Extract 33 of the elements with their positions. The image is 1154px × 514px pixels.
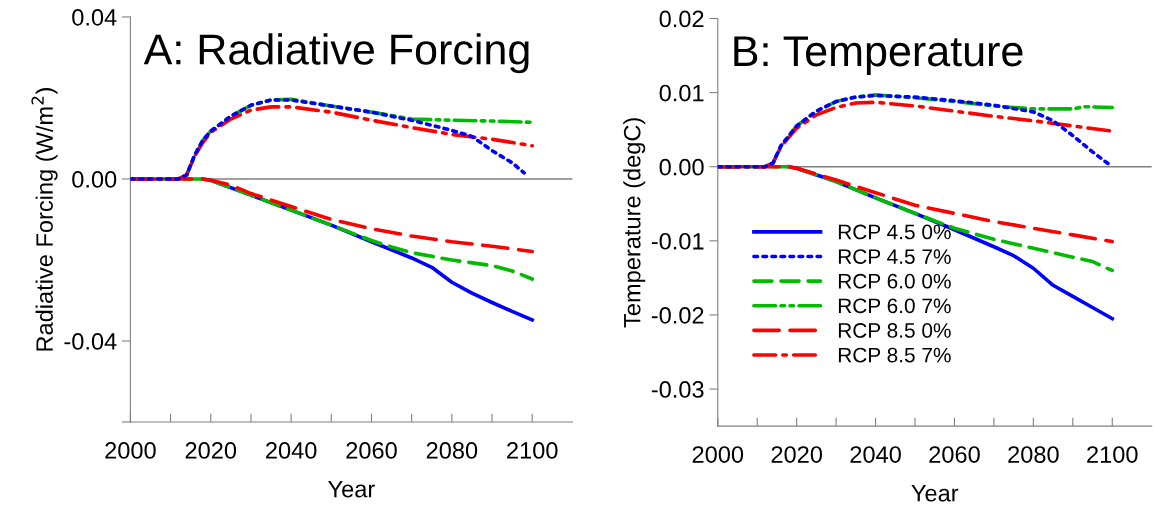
x-tick-label: 2000 [105, 442, 156, 459]
chart-title: B: Temperature [734, 36, 1023, 75]
y-tick-label: 0.02 [659, 10, 704, 28]
x-axis-title: Year [911, 485, 959, 502]
chart-title: A: Radiative Forcing [143, 33, 529, 74]
legend-label: RCP 8.5 0% [838, 323, 951, 338]
x-tick-label: 2080 [1008, 446, 1059, 463]
x-tick-label: 2040 [850, 446, 901, 463]
legend-label: RCP 4.5 0% [838, 224, 951, 240]
y-tick-label: 0.00 [659, 158, 704, 176]
y-tick-label: 0.00 [72, 171, 117, 188]
x-tick-label: 2040 [266, 442, 317, 459]
legend-label: RCP 6.0 0% [838, 273, 951, 289]
legend-label: RCP 6.0 7% [838, 298, 951, 314]
x-tick-label: 2060 [929, 446, 980, 463]
x-tick-label: 2020 [771, 446, 823, 463]
x-tick-label: 2080 [426, 442, 478, 459]
y-axis-title: Temperature (degC) [623, 118, 646, 328]
y-tick-label: 0.04 [72, 9, 117, 26]
x-tick-label: 2060 [346, 442, 397, 459]
x-tick-label: 2000 [692, 446, 744, 463]
y-axis-title: Radiative Forcing (W/m$^{2}$) [31, 88, 58, 351]
x-tick-label: 2020 [185, 442, 237, 459]
x-tick-label: 2100 [507, 442, 558, 459]
y-tick-label: -0.03 [651, 381, 704, 398]
x-tick-label: 2100 [1087, 446, 1138, 463]
legend-label: RCP 4.5 7% [838, 249, 951, 264]
y-tick-label: -0.04 [64, 333, 117, 350]
y-tick-label: 0.01 [659, 84, 704, 102]
y-tick-label: -0.01 [651, 232, 704, 250]
x-axis-title: Year [328, 480, 375, 498]
y-tick-label: -0.02 [651, 307, 704, 324]
legend-label: RCP 8.5 7% [838, 347, 951, 363]
